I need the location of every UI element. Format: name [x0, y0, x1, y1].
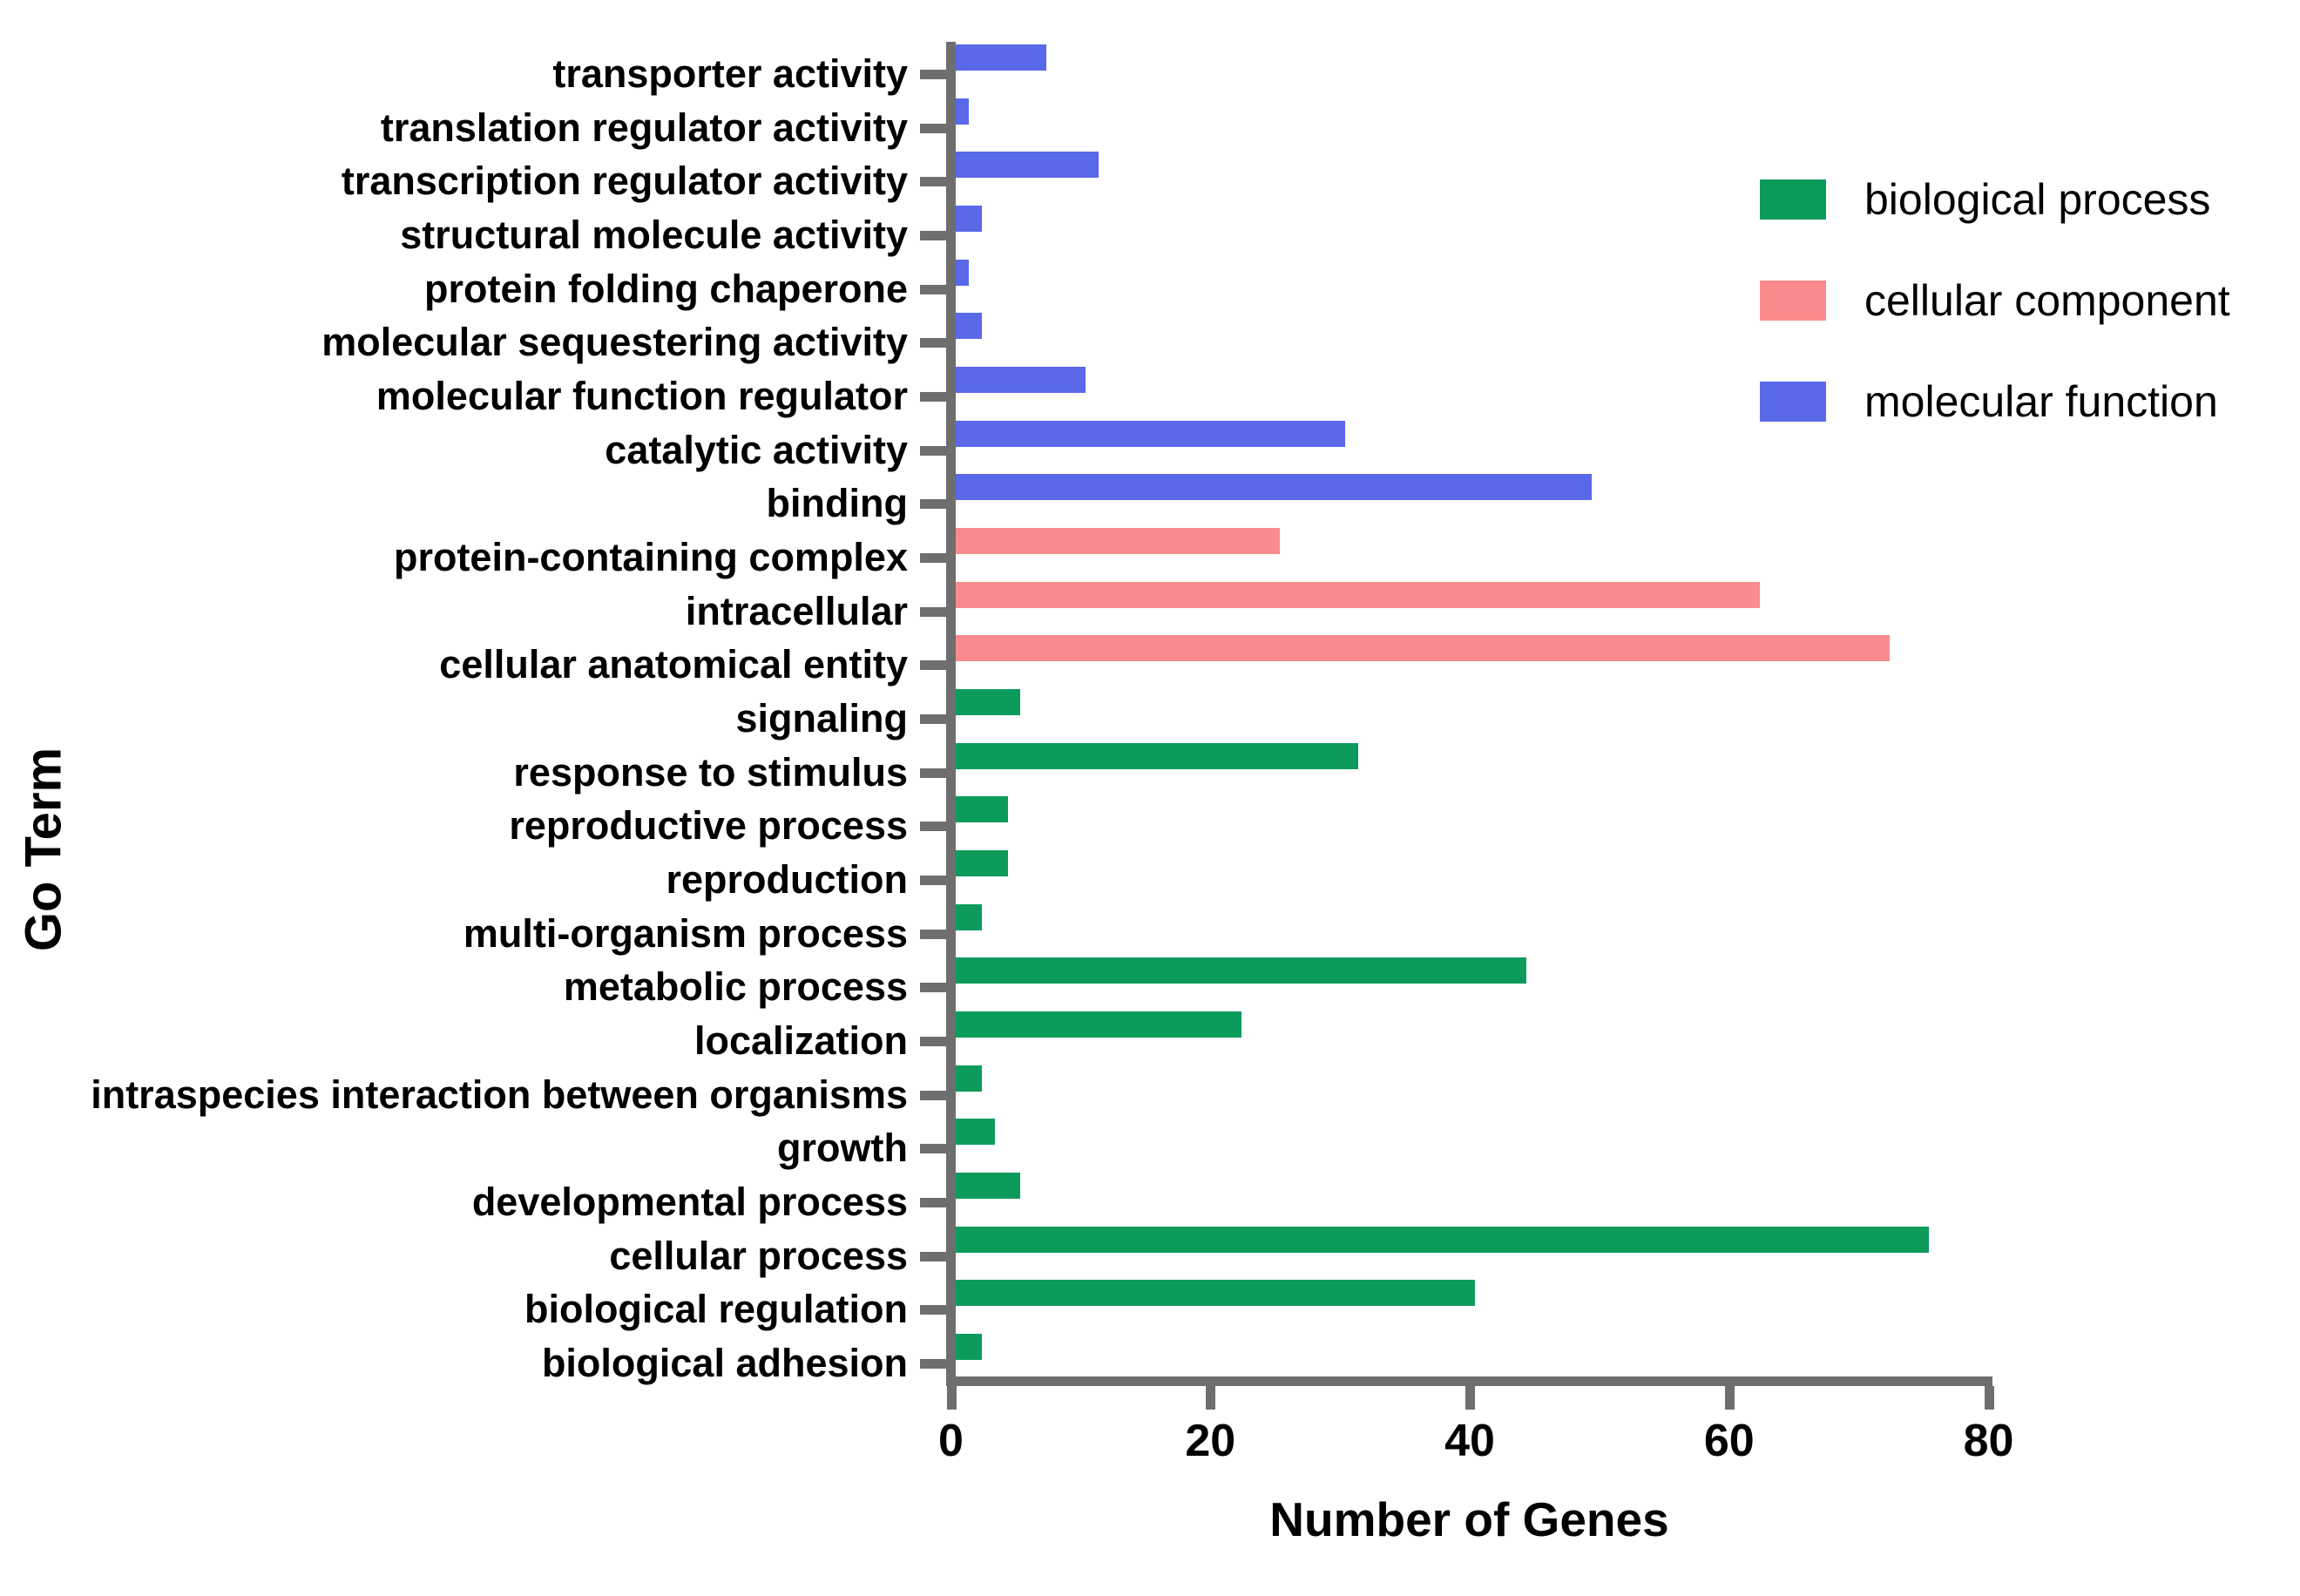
- bar: [956, 957, 1526, 984]
- y-axis-tick: [920, 70, 946, 79]
- y-axis-tick: [920, 177, 946, 187]
- x-axis-tick-label: 0: [938, 1416, 964, 1466]
- y-axis-tick: [920, 983, 946, 993]
- y-axis-tick: [920, 445, 946, 456]
- y-axis-tick: [920, 768, 946, 778]
- category-label: metabolic process: [563, 964, 908, 1010]
- y-axis-tick: [920, 1359, 946, 1369]
- x-axis-tick: [1206, 1386, 1216, 1410]
- bar: [956, 1226, 1929, 1253]
- y-axis-tick: [920, 1305, 946, 1315]
- bar: [956, 44, 1046, 71]
- category-label: molecular sequestering activity: [321, 320, 908, 365]
- bar: [956, 903, 982, 930]
- category-label: reproduction: [666, 857, 909, 903]
- bar: [956, 1334, 982, 1361]
- y-axis-tick: [920, 123, 946, 133]
- legend-row: biological process: [1760, 174, 2230, 225]
- y-axis-tick: [920, 876, 946, 886]
- y-axis-tick: [920, 822, 946, 832]
- bar: [956, 420, 1345, 447]
- bar: [956, 1119, 995, 1146]
- category-label: localization: [693, 1018, 908, 1064]
- legend-swatch: [1760, 382, 1826, 422]
- y-axis-tick: [920, 1090, 946, 1100]
- x-axis-title: Number of Genes: [1269, 1492, 1669, 1546]
- category-label: translation regulator activity: [380, 105, 908, 150]
- legend-label: biological process: [1864, 175, 2211, 224]
- category-label: molecular function regulator: [375, 374, 908, 419]
- bar: [956, 474, 1592, 501]
- bar: [956, 98, 969, 125]
- category-label: binding: [766, 481, 908, 526]
- category-label: signaling: [735, 696, 908, 741]
- category-label: structural molecule activity: [400, 213, 908, 257]
- bar: [956, 635, 1890, 662]
- bar: [956, 850, 1008, 877]
- y-axis-line: [946, 42, 956, 1386]
- y-axis-tick: [920, 714, 946, 725]
- y-axis-tick: [920, 660, 946, 671]
- bar: [956, 528, 1280, 555]
- category-label: biological regulation: [524, 1287, 908, 1332]
- bar: [956, 742, 1358, 769]
- category-label: reproductive process: [509, 803, 908, 849]
- bar: [956, 1011, 1241, 1038]
- category-label: transporter activity: [552, 51, 908, 96]
- category-label: protein-containing complex: [393, 535, 908, 580]
- y-axis-tick: [920, 392, 946, 402]
- category-label: transcription regulator activity: [341, 159, 908, 204]
- bar: [956, 152, 1099, 179]
- x-axis-tick-label: 60: [1703, 1416, 1755, 1466]
- bar: [956, 1173, 1020, 1200]
- bar: [956, 1065, 982, 1092]
- y-axis-tick: [920, 284, 946, 294]
- y-axis-tick: [920, 1144, 946, 1154]
- bar: [956, 313, 982, 340]
- legend-row: molecular function: [1760, 376, 2230, 427]
- y-axis-tick: [920, 499, 946, 510]
- category-label: intracellular: [685, 588, 908, 633]
- bar: [956, 689, 1020, 716]
- legend: biological process cellular component mole…: [1760, 174, 2230, 477]
- y-axis-tick: [920, 1037, 946, 1047]
- legend-swatch: [1760, 281, 1826, 321]
- bar: [956, 796, 1008, 823]
- y-axis-tick: [920, 338, 946, 348]
- bar: [956, 581, 1760, 608]
- bar: [956, 1280, 1475, 1307]
- y-axis-tick: [920, 231, 946, 240]
- category-label: intraspecies interaction between organis…: [91, 1072, 908, 1117]
- bar: [956, 206, 982, 232]
- category-label: response to stimulus: [513, 749, 908, 795]
- x-axis-tick: [1465, 1386, 1476, 1410]
- category-label: protein folding chaperone: [423, 266, 908, 311]
- x-axis-tick-label: 80: [1963, 1416, 2014, 1466]
- category-label: multi-organism process: [463, 910, 908, 956]
- x-axis-line: [946, 1376, 1992, 1386]
- legend-label: molecular function: [1864, 377, 2218, 426]
- x-axis-tick: [1984, 1386, 1994, 1410]
- x-axis-tick: [946, 1386, 957, 1410]
- category-label: growth: [777, 1126, 908, 1171]
- category-label: developmental process: [471, 1180, 908, 1225]
- y-axis-tick: [920, 929, 946, 939]
- legend-label: cellular component: [1864, 276, 2230, 325]
- x-axis-tick-label: 20: [1185, 1416, 1236, 1466]
- x-axis-tick-label: 40: [1444, 1416, 1495, 1466]
- bar: [956, 367, 1086, 394]
- legend-row: cellular component: [1760, 275, 2230, 326]
- y-axis-tick: [920, 606, 946, 617]
- category-label: cellular process: [609, 1233, 908, 1278]
- x-axis-tick: [1724, 1386, 1735, 1410]
- y-axis-tick: [920, 1198, 946, 1208]
- category-label: biological adhesion: [541, 1341, 908, 1386]
- y-axis-tick: [920, 553, 946, 564]
- category-label: catalytic activity: [605, 427, 908, 472]
- legend-swatch: [1760, 179, 1826, 220]
- bar: [956, 259, 969, 286]
- category-label: cellular anatomical entity: [439, 642, 908, 687]
- y-axis-tick: [920, 1251, 946, 1261]
